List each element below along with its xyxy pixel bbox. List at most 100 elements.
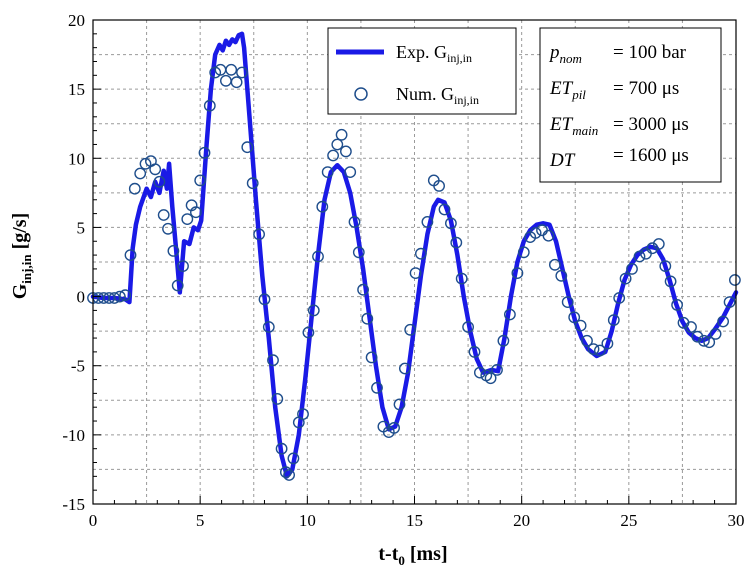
num-series-point: [671, 298, 683, 311]
y-tick-label: 15: [68, 80, 85, 99]
y-tick-label: -5: [71, 357, 85, 376]
num-series-point: [484, 372, 497, 385]
num-series-point: [316, 200, 329, 213]
num-series-point: [729, 274, 741, 286]
legend-exp-sub: inj,in: [447, 51, 472, 65]
num-series-point: [404, 323, 417, 336]
num-series-point: [162, 222, 174, 235]
num-series-point: [108, 292, 121, 304]
num-series-point: [262, 321, 275, 333]
param-1-sub: nom: [560, 51, 582, 66]
y-tick-label: -15: [62, 495, 85, 514]
param-1-var: p: [548, 42, 560, 63]
tick-labels: 0 5 10 15 20 25 30 -15 -10 -5 0 5 10 15 20: [62, 11, 744, 530]
num-series-point: [157, 209, 170, 221]
num-series-point: [344, 166, 357, 179]
num-series-point: [198, 146, 211, 159]
num-series-point: [177, 260, 189, 272]
num-series-point: [398, 362, 411, 375]
num-series-point: [128, 182, 141, 195]
num-series-point: [335, 128, 348, 141]
num-series-point: [497, 334, 510, 347]
num-series-point: [438, 203, 451, 216]
num-series-point: [698, 334, 710, 347]
param-2-value: = 700 μs: [613, 78, 679, 99]
num-series-point: [124, 249, 137, 262]
param-line-3: ETmain = 3000 μs: [549, 114, 689, 138]
num-series-point: [409, 267, 422, 279]
num-series-point: [568, 311, 581, 324]
num-series-point: [549, 258, 561, 271]
param-3-var: ET: [549, 114, 574, 135]
param-3-value: = 3000 μs: [613, 114, 689, 135]
exp-series-line: [90, 31, 739, 479]
num-series-point: [646, 242, 659, 255]
num-series-point: [421, 215, 434, 228]
num-series-point: [339, 145, 352, 158]
num-series-point: [685, 321, 697, 333]
num-series-point: [283, 469, 295, 481]
num-series-point: [613, 292, 626, 304]
num-series-point: [279, 466, 292, 479]
num-series-point: [633, 250, 646, 263]
x-tick-label: 10: [299, 511, 316, 530]
legend-num-label: Num. Ginj,in: [396, 84, 479, 107]
num-series-point: [357, 283, 369, 296]
num-series-point: [149, 163, 162, 176]
legend-num-sub: inj,in: [454, 93, 479, 107]
param-4-var: DT: [549, 150, 576, 171]
parameters-box: pnom = 100 bar ET pil = 700 μs ETmain = 3000…: [539, 27, 722, 183]
num-series-point: [253, 228, 266, 241]
num-series-point: [388, 421, 400, 434]
exp-series: [90, 31, 739, 479]
num-series-point: [219, 74, 232, 87]
num-series-point: [664, 275, 677, 288]
num-series-point: [203, 99, 216, 112]
num-series: [87, 63, 741, 481]
num-series-point: [246, 177, 259, 190]
y-axis-title: Ginj,in [g/s]: [9, 213, 34, 300]
x-axis-title: t-t0 [ms]: [378, 543, 447, 568]
num-series-point: [312, 250, 324, 263]
x-tick-label: 30: [728, 511, 745, 530]
ticks: [92, 19, 737, 505]
num-series-point: [468, 345, 481, 358]
num-series-point: [473, 366, 486, 379]
num-series-point: [529, 227, 542, 239]
num-series-point: [134, 167, 147, 180]
num-series-point: [236, 66, 248, 79]
num-series-point: [331, 138, 344, 151]
num-series-point: [327, 149, 339, 162]
param-line-1: pnom = 100 bar: [548, 42, 687, 66]
num-series-point: [189, 206, 202, 219]
param-1-value: = 100 bar: [613, 42, 687, 63]
legend-num-main: Num. G: [396, 84, 454, 104]
num-series-point: [139, 157, 152, 170]
num-series-point: [450, 236, 463, 249]
y-axis-title-main: G: [9, 283, 31, 299]
num-series-point: [555, 269, 568, 282]
num-series-point: [393, 398, 406, 411]
num-series-point: [171, 279, 184, 292]
num-series-point: [709, 327, 722, 340]
legend: Exp. Ginj,in Num. Ginj,in: [327, 27, 517, 115]
num-series-point: [307, 304, 320, 317]
x-axis-title-sub: 0: [398, 553, 405, 568]
num-series-point: [536, 224, 548, 237]
num-series-point: [455, 272, 468, 285]
num-series-point: [717, 315, 729, 328]
num-series-point: [275, 442, 288, 455]
num-series-point: [652, 238, 665, 250]
num-series-point: [561, 296, 574, 308]
num-series-point: [587, 343, 600, 355]
num-series-point: [691, 330, 704, 343]
num-series-point: [241, 141, 254, 154]
num-series-point: [230, 76, 243, 89]
num-series-point: [371, 381, 383, 394]
param-2-sub: pil: [571, 87, 586, 102]
num-series-point: [626, 262, 638, 275]
y-tick-label: 5: [77, 218, 86, 237]
num-series-point: [542, 229, 555, 242]
num-series-point: [574, 319, 587, 332]
num-series-point: [462, 321, 474, 333]
